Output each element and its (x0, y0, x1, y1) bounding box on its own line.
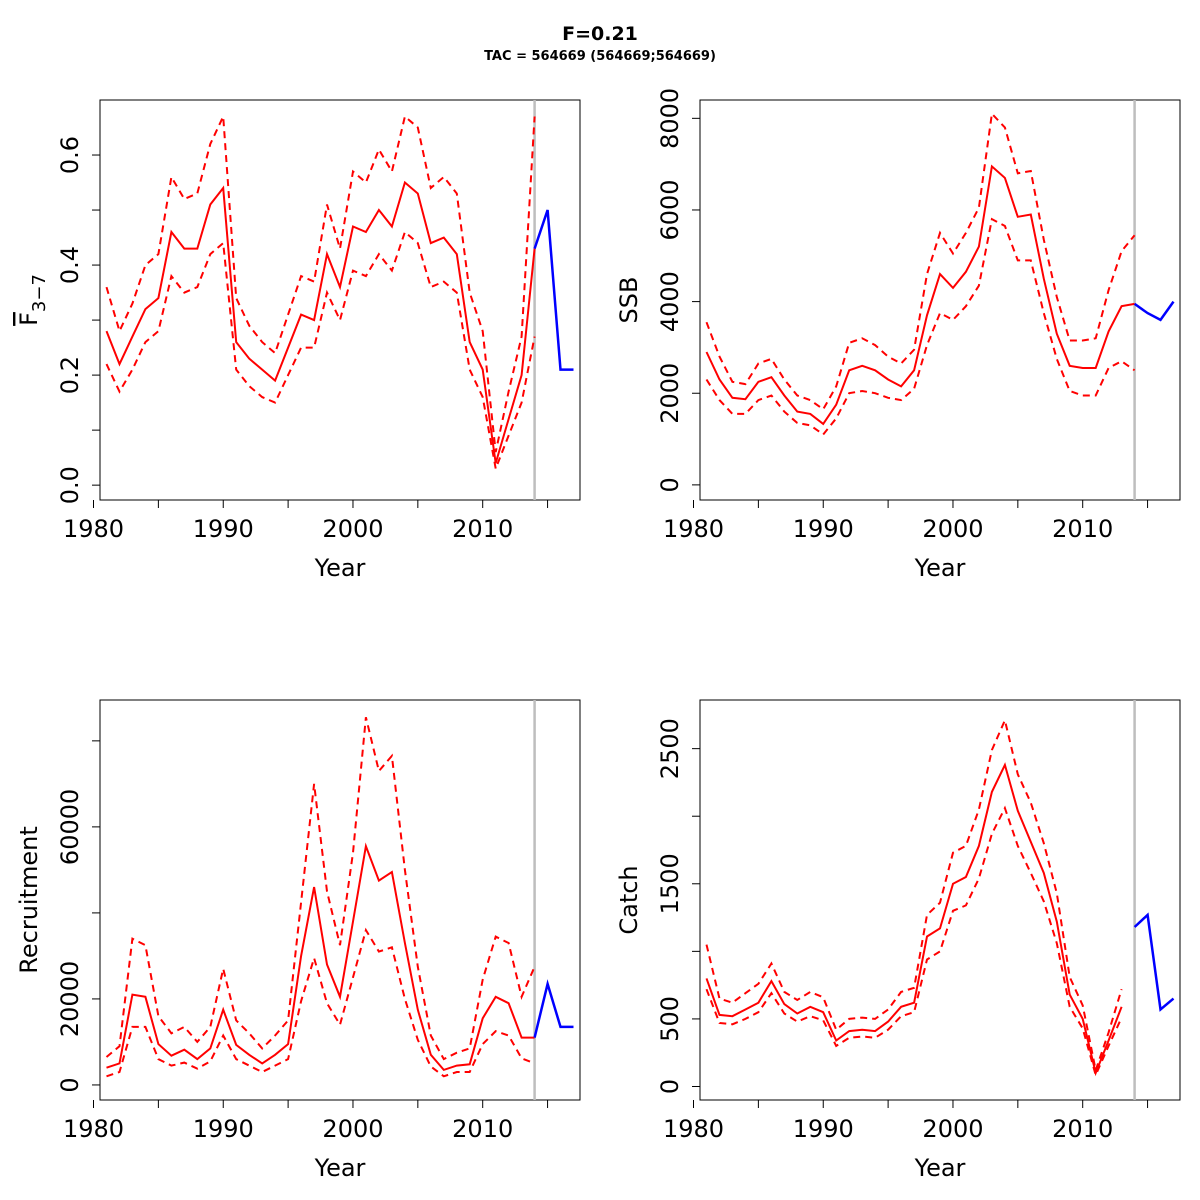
y-axis-label: Recruitment (15, 826, 43, 973)
y-tick-label: 0 (656, 1079, 684, 1094)
x-tick-label: 2010 (452, 515, 513, 543)
y-tick-label: 1500 (656, 853, 684, 914)
x-tick-label: 1980 (63, 1115, 124, 1143)
y-tick-label: 6000 (656, 179, 684, 240)
panels: 1980 1990 2000 2010Year0.00.20.40.6F3−71980… (15, 88, 1181, 1182)
panel-catch: 1980 1990 2000 2010 Year 0 500 1500 2500 Catch (615, 699, 1181, 1182)
x-tick-label: 2000 (322, 515, 383, 543)
plot-frame (699, 99, 1181, 501)
lower-bound-line (705, 217, 1136, 436)
x-tick-label: 2000 (322, 1115, 383, 1143)
y-tick-label: 0.6 (56, 136, 84, 174)
forecast-line (533, 979, 574, 1038)
x-tick-label: 2000 (922, 515, 983, 543)
upper-bound-line (105, 112, 536, 453)
x-axis-label: Year (914, 554, 966, 582)
x-tick-label: 1980 (63, 515, 124, 543)
y-tick-label: 2500 (656, 718, 684, 779)
x-axis-label: Year (914, 1154, 966, 1182)
y-axis-label: F3−7 (15, 274, 50, 326)
upper-bound-line (105, 716, 536, 1061)
plot-frame (99, 99, 581, 501)
figure-title: F=0.21 (562, 23, 638, 45)
estimate-line (105, 180, 536, 464)
x-tick-label: 1980 (663, 1115, 724, 1143)
x-axis-label: Year (314, 1154, 366, 1182)
forecast-line (533, 209, 574, 371)
y-axis-label-main: F (15, 312, 43, 326)
y-tick-label: 60000 (56, 789, 84, 865)
upper-bound-line (705, 717, 1123, 1075)
x-tick-label: 2010 (1052, 1115, 1113, 1143)
y-tick-label: 0.0 (56, 466, 84, 504)
x-tick-label: 2010 (1052, 515, 1113, 543)
x-tick-label: 2000 (922, 1115, 983, 1143)
y-axis-label: SSB (615, 277, 643, 324)
panel-recruitment: 1980 1990 2000 2010 Year 0 20000 60000 Recruitme… (15, 699, 581, 1182)
estimate-line (705, 762, 1123, 1077)
estimate-line (705, 164, 1135, 426)
panel-fbar: 1980 1990 2000 2010 Year 0.0 0.2 0.4 0.6 F3−7 (15, 99, 581, 582)
y-tick-label: 2000 (656, 363, 684, 424)
y-tick-label: 0.4 (56, 246, 84, 284)
y-tick-label: 20000 (56, 961, 84, 1037)
x-tick-label: 1990 (193, 1115, 254, 1143)
y-tick-label: 0 (56, 1077, 84, 1092)
y-tick-label: 0 (656, 477, 684, 492)
panel-ssb: 1980 1990 2000 2010 Year 0 2000 4000 6000 8000 SSB (615, 88, 1181, 582)
x-tick-label: 2010 (452, 1115, 513, 1143)
y-tick-label: 500 (656, 996, 684, 1042)
y-tick-label: 0.2 (56, 356, 84, 394)
y-axis-label: Catch (615, 865, 643, 934)
plot-frame (699, 699, 1181, 1101)
y-tick-label: 8000 (656, 88, 684, 149)
plot-frame (99, 699, 581, 1101)
x-tick-label: 1990 (793, 515, 854, 543)
lower-bound-line (705, 805, 1123, 1078)
lower-bound-line (105, 230, 536, 473)
x-tick-label: 1990 (193, 515, 254, 543)
y-axis-label-subscript: 3−7 (29, 274, 50, 312)
x-tick-label: 1990 (793, 1115, 854, 1143)
estimate-line (106, 842, 535, 1072)
x-axis-label: Year (314, 554, 366, 582)
forecast-line (1133, 912, 1175, 1012)
forecast-line (1133, 300, 1175, 322)
figure-subtitle: TAC = 564669 (564669;564669) (484, 49, 716, 64)
upper-bound-line (705, 111, 1136, 411)
x-tick-label: 1980 (663, 515, 724, 543)
y-tick-label: 4000 (656, 271, 684, 332)
